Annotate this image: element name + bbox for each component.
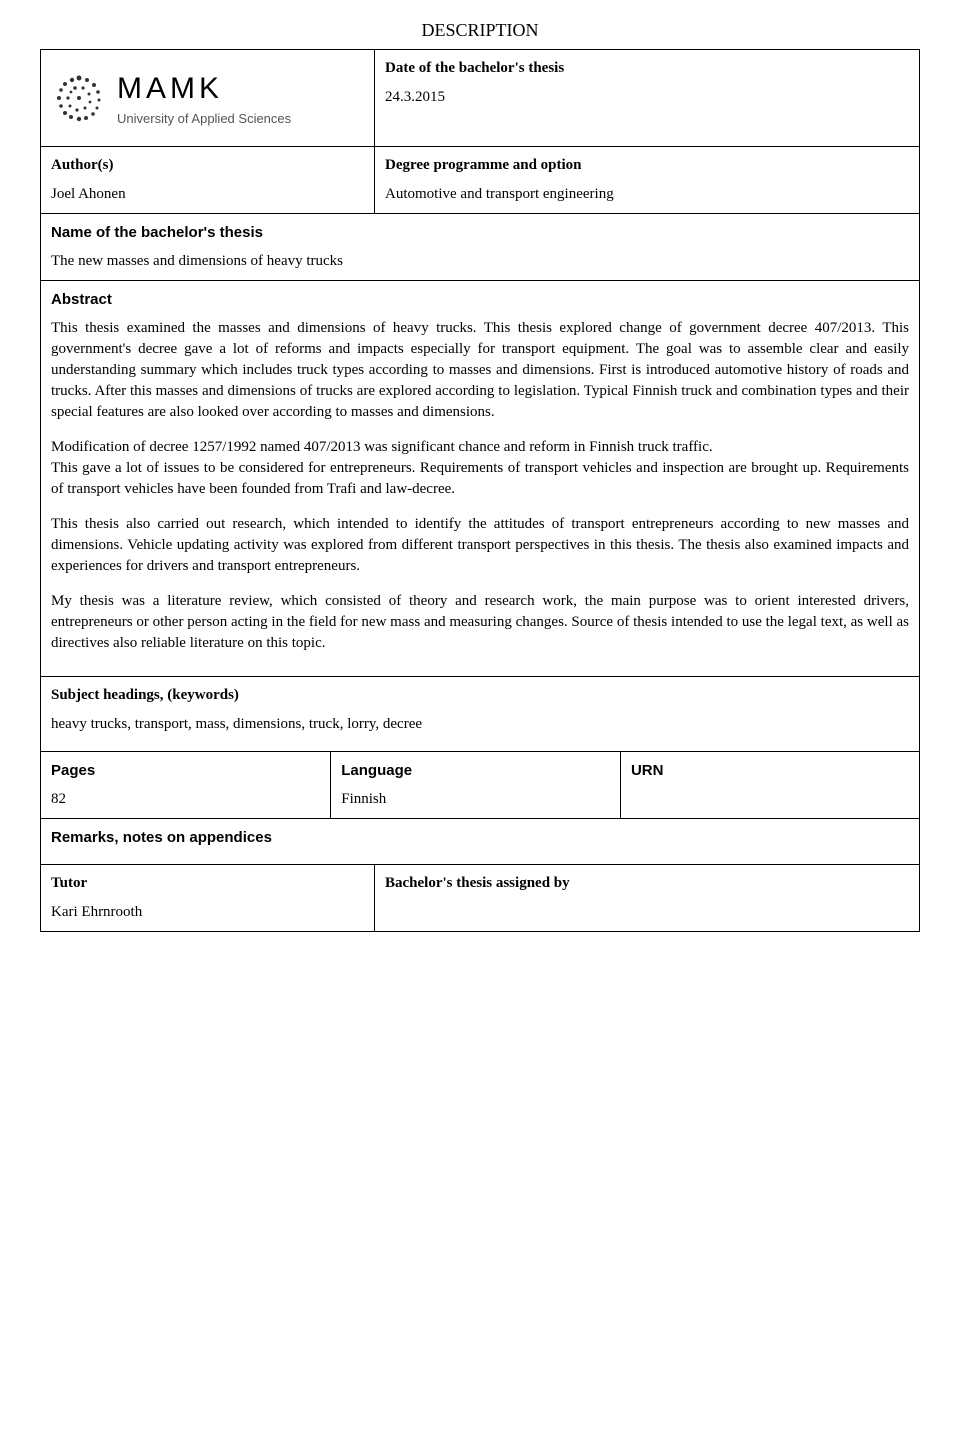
remarks-cell: Remarks, notes on appendices (41, 819, 920, 865)
abstract-label: Abstract (51, 289, 909, 310)
abstract-content: This thesis examined the masses and dime… (51, 318, 909, 654)
logo-main-text: MAMK (117, 68, 291, 110)
tutor-value: Kari Ehrnrooth (51, 902, 364, 923)
pages-value: 82 (51, 789, 320, 810)
mamk-logo-icon (51, 70, 107, 126)
page-title: DESCRIPTION (40, 20, 920, 41)
abstract-p2: Modification of decree 1257/1992 named 4… (51, 437, 909, 500)
subject-headings-cell: Subject headings, (keywords) heavy truck… (41, 677, 920, 752)
abstract-cell: Abstract This thesis examined the masses… (41, 281, 920, 677)
assigned-by-cell: Bachelor's thesis assigned by (375, 865, 920, 932)
urn-cell: URN (620, 752, 919, 818)
language-cell: Language Finnish (331, 752, 621, 818)
logo-cell: MAMK University of Applied Sciences (41, 50, 375, 147)
name-thesis-cell: Name of the bachelor's thesis The new ma… (41, 214, 920, 281)
pages-lang-urn-row: Pages 82 Language Finnish URN (41, 752, 920, 819)
subject-headings-label: Subject headings, (keywords) (51, 685, 909, 706)
degree-value: Automotive and transport engineering (385, 184, 909, 205)
tutor-label: Tutor (51, 873, 364, 894)
remarks-label: Remarks, notes on appendices (51, 827, 909, 848)
name-thesis-value: The new masses and dimensions of heavy t… (51, 251, 909, 272)
pages-label: Pages (51, 760, 320, 781)
degree-cell: Degree programme and option Automotive a… (375, 147, 920, 214)
name-thesis-label: Name of the bachelor's thesis (51, 222, 909, 243)
language-value: Finnish (341, 789, 610, 810)
urn-label: URN (631, 760, 909, 781)
date-label: Date of the bachelor's thesis (385, 58, 909, 79)
date-value: 24.3.2015 (385, 87, 909, 108)
subject-headings-value: heavy trucks, transport, mass, dimension… (51, 714, 909, 735)
authors-cell: Author(s) Joel Ahonen (41, 147, 375, 214)
authors-label: Author(s) (51, 155, 364, 176)
pages-cell: Pages 82 (41, 752, 331, 818)
description-table: MAMK University of Applied Sciences Date… (40, 49, 920, 932)
abstract-p3: This thesis also carried out research, w… (51, 514, 909, 577)
assigned-by-label: Bachelor's thesis assigned by (385, 873, 909, 894)
abstract-p4: My thesis was a literature review, which… (51, 591, 909, 654)
tutor-cell: Tutor Kari Ehrnrooth (41, 865, 375, 932)
logo-sub-text: University of Applied Sciences (117, 110, 291, 128)
authors-value: Joel Ahonen (51, 184, 364, 205)
language-label: Language (341, 760, 610, 781)
degree-label: Degree programme and option (385, 155, 909, 176)
abstract-p1: This thesis examined the masses and dime… (51, 318, 909, 423)
date-cell: Date of the bachelor's thesis 24.3.2015 (375, 50, 920, 147)
